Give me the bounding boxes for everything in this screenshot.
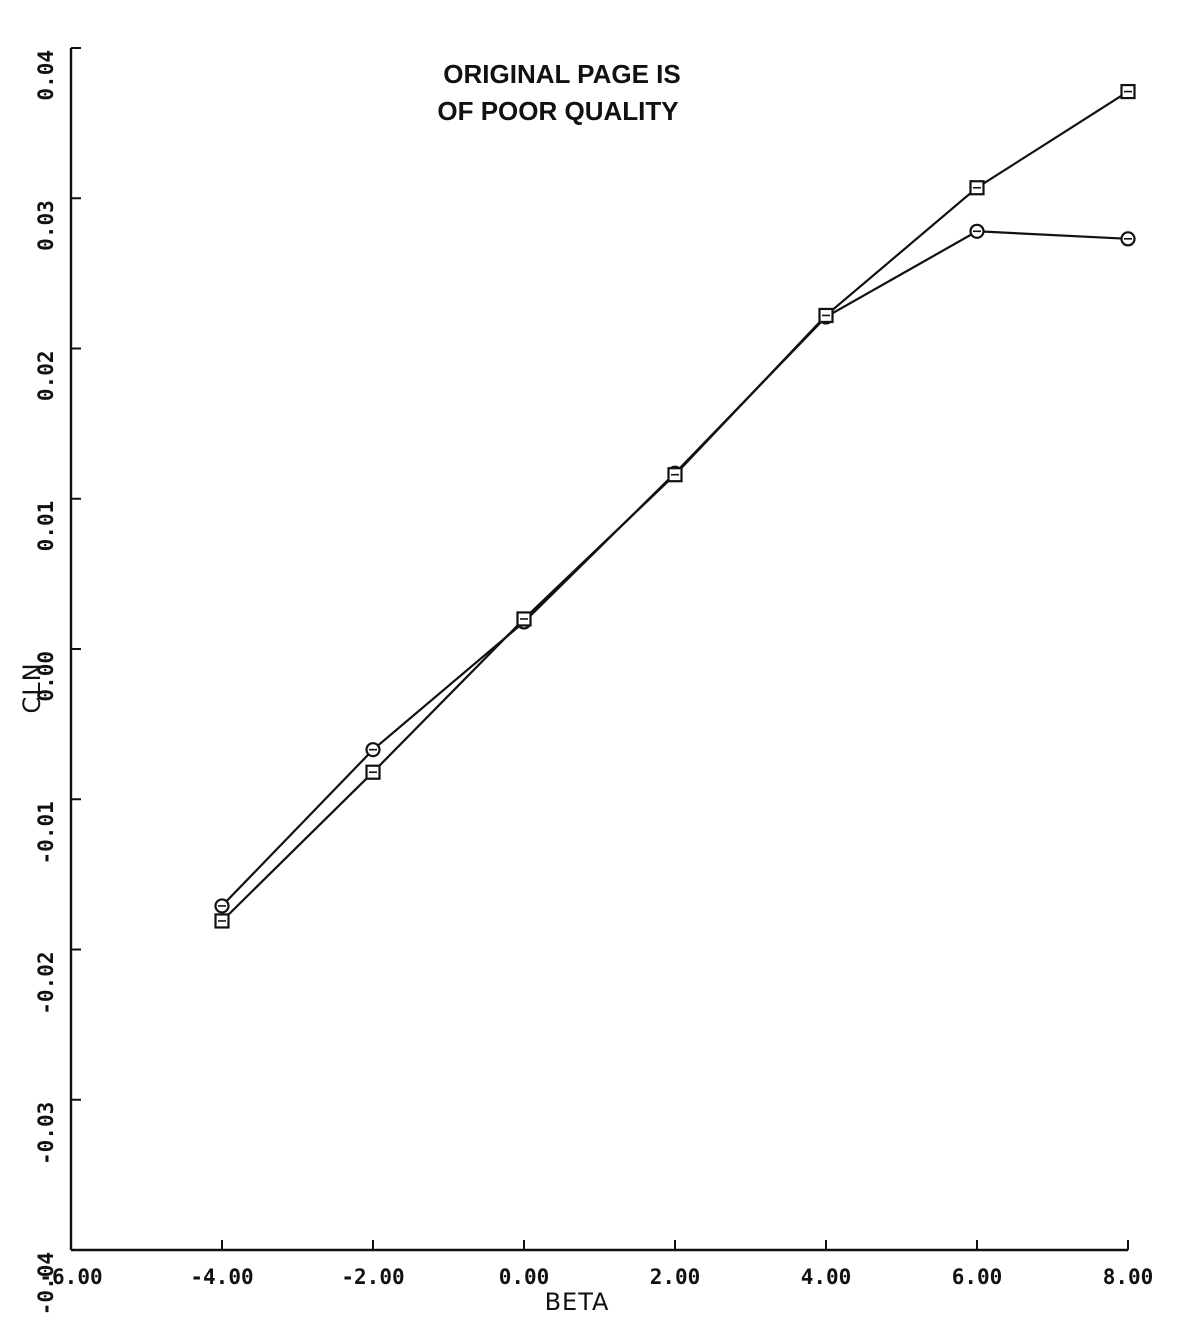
series-square: [214, 83, 1136, 929]
y-tick-label: -0.03: [34, 1102, 58, 1165]
y-axis-ticks: -0.04 -0.03 -0.02 -0.01 0.00 0.01 0.02 0.03 0.04: [34, 47, 81, 1315]
x-tick-label: 4.00: [801, 1265, 852, 1289]
y-axis-title: CLN: [18, 662, 46, 713]
y-tick-label: -0.01: [34, 801, 58, 864]
y-tick-label: 0.00: [34, 651, 58, 702]
x-tick-label: -2.00: [341, 1265, 404, 1289]
y-tick-label: 0.01: [34, 501, 58, 552]
annotation-line-1: ORIGINAL PAGE IS: [443, 59, 680, 89]
x-tick-label: 0.00: [499, 1265, 550, 1289]
y-tick-label: 0.02: [34, 351, 58, 402]
x-tick-label: 2.00: [650, 1265, 701, 1289]
series-line: [221, 230, 1129, 907]
series-line: [221, 90, 1129, 922]
series-circle: [214, 223, 1136, 914]
y-tick-label: -0.02: [34, 952, 58, 1015]
series-layer: [214, 83, 1136, 929]
x-tick-label: -4.00: [190, 1265, 253, 1289]
y-tick-label: 0.04: [34, 50, 58, 101]
y-tick-label: -0.04: [34, 1252, 58, 1315]
y-tick-label: 0.03: [34, 200, 58, 251]
x-axis-title: BETA: [545, 1288, 610, 1316]
x-tick-label: -6.00: [39, 1265, 102, 1289]
x-axis-ticks: -6.00 -4.00 -2.00 0.00 2.00 4.00 6.00 8.00: [39, 1240, 1153, 1289]
axes: [69, 48, 1128, 1252]
x-tick-label: 8.00: [1103, 1265, 1154, 1289]
x-tick-label: 6.00: [952, 1265, 1003, 1289]
annotation-line-2: OF POOR QUALITY: [437, 96, 678, 126]
